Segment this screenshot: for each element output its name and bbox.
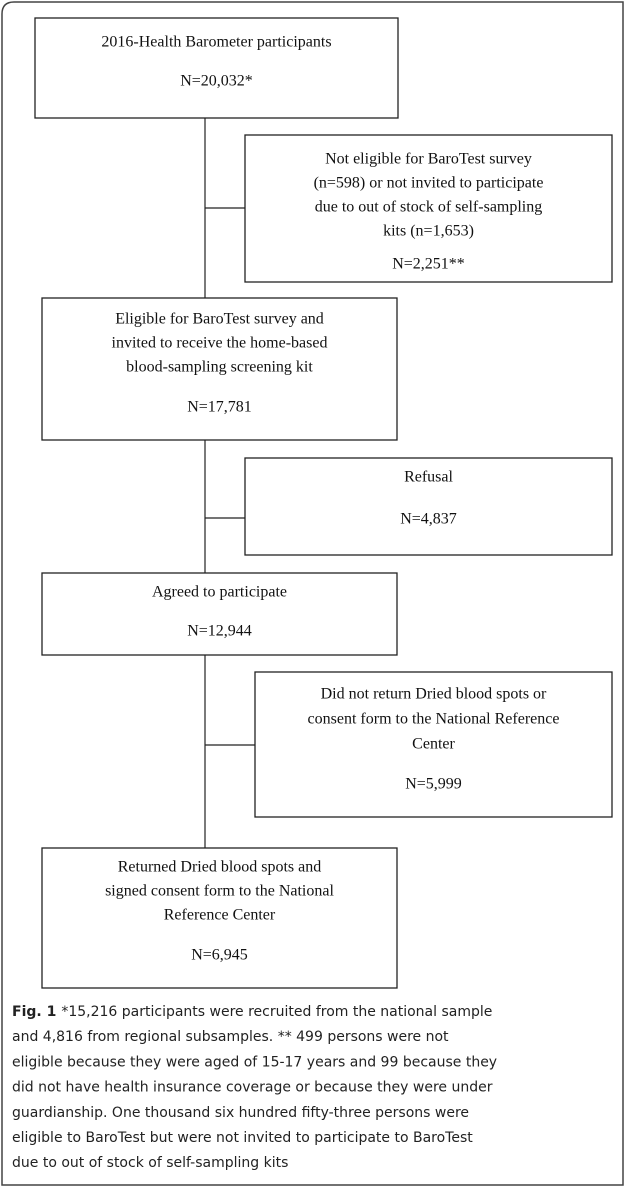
node-text: blood-sampling screening kit — [126, 359, 313, 376]
node-box — [244, 457, 613, 556]
caption-text: *15,216 participants were recruited from… — [61, 1004, 492, 1020]
node-box — [34, 17, 399, 119]
node-text: N=20,032* — [180, 73, 253, 90]
caption-line: and 4,816 from regional subsamples. ** 4… — [12, 1029, 449, 1045]
node-text: Reference Center — [164, 907, 276, 924]
node-box — [41, 847, 398, 989]
caption: Fig. 1 *15,216 participants were recruite… — [12, 1004, 497, 1171]
caption-label: Fig. 1 — [12, 1004, 56, 1020]
node-text: 2016-Health Barometer participants — [101, 34, 331, 51]
node-text: Returned Dried blood spots and — [118, 859, 322, 876]
node-text: N=5,999 — [405, 776, 462, 793]
node-text: Refusal — [404, 469, 453, 486]
node-text: N=17,781 — [187, 399, 252, 416]
node-text: Agreed to participate — [152, 584, 287, 601]
caption-line: due to out of stock of self-sampling kit… — [12, 1155, 288, 1171]
caption-line: Fig. 1 *15,216 participants were recruite… — [12, 1004, 492, 1020]
node-text: kits (n=1,653) — [383, 223, 474, 240]
node-text: Eligible for BaroTest survey and — [115, 311, 324, 328]
connectors — [204, 118, 255, 848]
node-text: N=12,944 — [187, 623, 252, 640]
node-text: N=4,837 — [400, 511, 457, 528]
caption-line: did not have health insurance coverage o… — [12, 1080, 493, 1096]
boxes: 2016-Health Barometer participants N=20,0… — [34, 17, 613, 989]
node-text: (n=598) or not invited to participate — [314, 175, 544, 192]
caption-line: eligible because they were aged of 15-17… — [12, 1054, 497, 1070]
node-box — [41, 297, 398, 441]
node-text: N=6,945 — [191, 947, 248, 964]
node-box — [41, 572, 398, 656]
node-text: due to out of stock of self-sampling — [315, 199, 543, 216]
node-box — [254, 671, 613, 818]
caption-line: guardianship. One thousand six hundred f… — [12, 1105, 469, 1121]
node-text: Not eligible for BaroTest survey — [325, 151, 532, 168]
node-text: Center — [412, 736, 455, 753]
node-text: signed consent form to the National — [105, 883, 334, 900]
node-text: N=2,251** — [392, 256, 465, 273]
node-text: Did not return Dried blood spots or — [321, 686, 547, 703]
node-box — [244, 134, 613, 283]
node-text: consent form to the National Reference — [308, 711, 560, 728]
node-text: invited to receive the home-based — [112, 335, 328, 352]
caption-line: eligible to BaroTest but were not invite… — [12, 1130, 473, 1146]
